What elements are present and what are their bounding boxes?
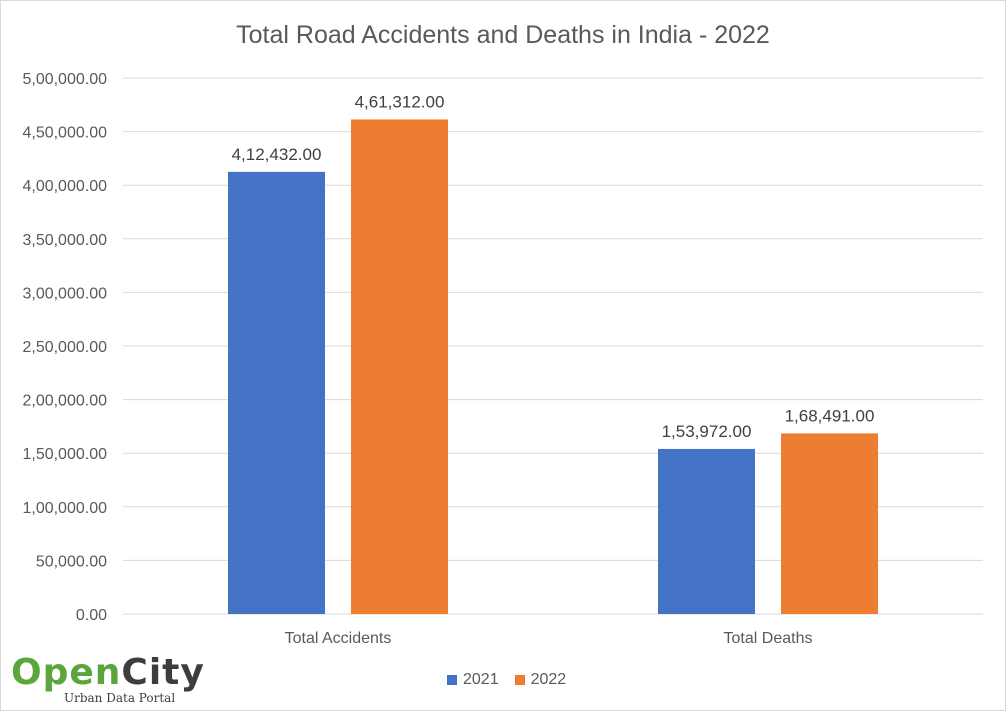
y-tick-label-9: 4,50,000.00 xyxy=(22,125,107,142)
data-label-2021-deaths: 1,53,972.00 xyxy=(662,422,752,441)
y-tick-label-10: 5,00,000.00 xyxy=(22,71,107,88)
y-tick-label-5: 2,50,000.00 xyxy=(22,339,107,356)
category-label-deaths: Total Deaths xyxy=(724,630,813,647)
data-label-2022-accidents: 4,61,312.00 xyxy=(355,92,445,111)
bar-2022-accidents xyxy=(351,119,448,614)
y-tick-label-0: 0.00 xyxy=(76,607,107,624)
y-tick-label-7: 3,50,000.00 xyxy=(22,232,107,249)
legend-item-2021[interactable]: 2021 xyxy=(447,671,499,689)
data-label-2022-deaths: 1,68,491.00 xyxy=(785,406,875,425)
legend-item-2022[interactable]: 2022 xyxy=(514,671,567,689)
y-tick-label-2: 1,00,000.00 xyxy=(22,500,107,517)
logo-wordmark: OpenCity xyxy=(11,653,205,693)
y-tick-label-8: 4,00,000.00 xyxy=(22,178,107,195)
bar-2021-accidents xyxy=(228,171,325,614)
logo-open-text: Open xyxy=(11,652,122,693)
logo-tagline: Urban Data Portal xyxy=(64,691,176,705)
bar-2021-deaths xyxy=(658,448,755,614)
y-tick-label-1: 50,000.00 xyxy=(36,553,107,570)
data-label-2021-accidents: 4,12,432.00 xyxy=(232,145,322,164)
chart-title: Total Road Accidents and Deaths in India… xyxy=(236,21,770,49)
y-tick-label-3: 1,50,000.00 xyxy=(22,446,107,463)
legend: 2021 2022 xyxy=(447,671,566,689)
category-label-accidents: Total Accidents xyxy=(285,630,392,647)
y-tick-label-4: 2,00,000.00 xyxy=(22,393,107,410)
y-tick-label-6: 3,00,000.00 xyxy=(22,285,107,302)
bar-2022-deaths xyxy=(781,433,878,614)
legend-swatch-2021 xyxy=(447,675,457,685)
open-city-logo: OpenCity Urban Data Portal xyxy=(11,653,226,709)
legend-label-2021: 2021 xyxy=(463,671,499,688)
legend-label-2022: 2022 xyxy=(530,671,567,688)
logo-city-text: City xyxy=(121,652,205,693)
legend-swatch-2022 xyxy=(514,675,525,685)
